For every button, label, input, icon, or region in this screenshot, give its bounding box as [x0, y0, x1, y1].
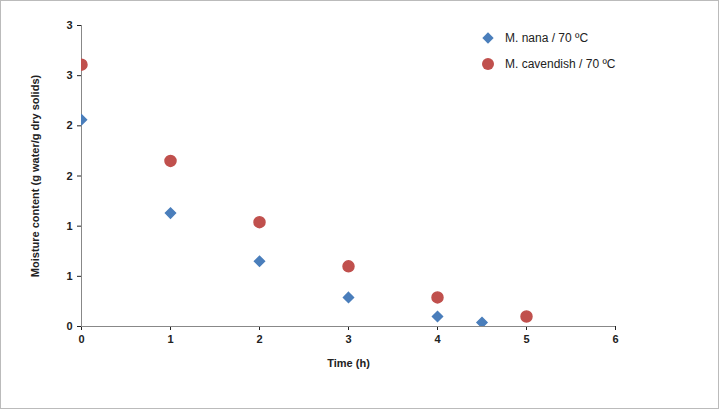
svg-text:Time (h): Time (h): [327, 357, 370, 369]
svg-text:5: 5: [523, 333, 529, 345]
svg-text:6: 6: [612, 333, 618, 345]
svg-text:3: 3: [66, 19, 72, 31]
svg-text:1: 1: [66, 220, 72, 232]
svg-text:0: 0: [66, 320, 72, 332]
svg-text:1: 1: [167, 333, 173, 345]
svg-text:2: 2: [66, 119, 72, 131]
svg-text:2: 2: [256, 333, 262, 345]
html-text:M. cavendish / 70 ºC: M. cavendish / 70 ºC: [505, 57, 616, 71]
svg-text:3: 3: [66, 69, 72, 81]
svg-text:Moisture content (g water/g dr: Moisture content (g water/g dry solids): [29, 75, 41, 278]
svg-text:4: 4: [434, 333, 441, 345]
svg-text:2: 2: [66, 170, 72, 182]
svg-text:1: 1: [66, 270, 72, 282]
svg-text:0: 0: [78, 333, 84, 345]
svg-text:3: 3: [345, 333, 351, 345]
html-text:M. nana / 70 ºC: M. nana / 70 ºC: [505, 31, 589, 45]
